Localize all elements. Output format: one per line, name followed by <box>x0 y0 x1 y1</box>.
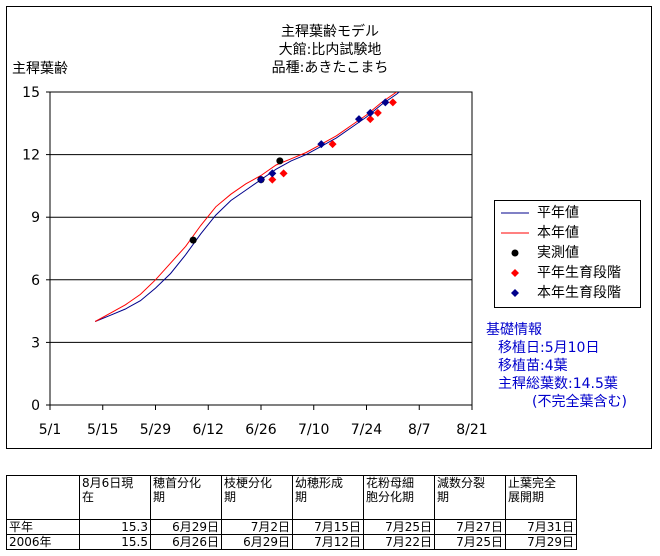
basic-info: 基礎情報 移植日:5月10日 移植苗:4葉 主稈総葉数:14.5葉 (不完全葉含… <box>486 321 627 411</box>
header-line: 胞分化期 <box>366 490 415 504</box>
legend-label: 本年生育段階 <box>537 285 621 301</box>
table-cell: 7月15日 <box>292 519 364 535</box>
legend-line-icon <box>501 232 529 234</box>
header-line: 幼穂形成 <box>295 476 344 490</box>
data-point-measured <box>189 236 197 244</box>
x-tick-label: 5/15 <box>87 422 118 438</box>
row-label: 平年 <box>6 519 80 535</box>
info-line: (不完全葉含む) <box>532 394 627 410</box>
legend-item-current-line: 本年値 <box>495 224 640 242</box>
table-cell: 6月29日 <box>150 519 222 535</box>
table-cell: 7月2日 <box>221 519 293 535</box>
header-line: 期 <box>153 490 166 504</box>
legend-label: 本年値 <box>537 225 579 241</box>
row-label: 2006年 <box>6 534 80 550</box>
table-cell: 7月22日 <box>363 534 435 550</box>
y-tick-label: 12 <box>22 148 40 164</box>
data-point-stage-3 <box>268 175 277 184</box>
table-header-cell: 止葉完全 展開期 <box>505 475 577 520</box>
x-tick-label: 7/10 <box>298 422 329 438</box>
legend-label: 平年生育段階 <box>537 265 621 281</box>
table-cell: 6月29日 <box>221 534 293 550</box>
legend-dot-icon <box>511 249 519 257</box>
info-heading: 基礎情報 <box>486 322 542 338</box>
data-point-stage-3 <box>388 98 397 107</box>
legend-diamond-icon <box>511 289 519 297</box>
x-tick-label: 5/29 <box>140 422 171 438</box>
data-point-stage-4 <box>268 169 277 178</box>
x-tick-label: 5/1 <box>39 422 62 438</box>
header-line: 在 <box>82 490 95 504</box>
legend-line-icon <box>501 212 529 214</box>
header-line: 減数分裂 <box>437 476 486 490</box>
header-line: 展開期 <box>508 490 545 504</box>
table-cell: 7月25日 <box>363 519 435 535</box>
table-cell: 7月31日 <box>505 519 577 535</box>
data-point-stage-3 <box>279 169 288 178</box>
table-cell: 6月26日 <box>150 534 222 550</box>
data-point-stage-3 <box>366 115 375 124</box>
data-point-stage-4 <box>366 108 375 117</box>
table-header-cell: 8月6日現在 <box>79 475 151 520</box>
plot-area <box>49 91 473 406</box>
header-line: 花粉母細 <box>366 476 415 490</box>
info-line: 移植苗:4葉 <box>498 358 568 374</box>
y-tick-label: 6 <box>31 273 40 289</box>
table-header-cell: 穂首分化期 <box>150 475 222 520</box>
table-cell: 15.3 <box>79 519 151 535</box>
x-tick-label: 6/12 <box>193 422 224 438</box>
data-point-stage-3 <box>328 140 337 149</box>
header-line: 穂首分化 <box>153 476 202 490</box>
x-tick-label: 8/7 <box>408 422 431 438</box>
legend-label: 実測値 <box>537 245 579 261</box>
x-tick-label: 8/21 <box>456 422 487 438</box>
x-tick-label: 6/26 <box>245 422 277 438</box>
data-point-stage-4 <box>381 98 390 107</box>
table-cell: 7月29日 <box>505 534 577 550</box>
chart-title-line3: 品種:あきたこまち <box>271 60 389 76</box>
table-header-cell: 花粉母細 胞分化期 <box>363 475 435 520</box>
chart-title-line2: 大館:比内試験地 <box>278 42 382 58</box>
leaf-age-chart: 0 3 6 9 12 15 5/1 5/15 5/29 6/12 6/26 7/10 7/24 8/7 8/… <box>22 85 488 438</box>
header-line: 期 <box>295 490 308 504</box>
table-cell: 7月12日 <box>292 534 364 550</box>
legend-item-normal-stage: 平年生育段階 <box>495 264 640 282</box>
legend: 平年値 本年値 実測値 平年生育段階 本年生育段階 <box>494 200 641 308</box>
y-tick-label: 15 <box>22 85 40 101</box>
table-cell: 7月27日 <box>434 519 506 535</box>
table-header-cell: 枝梗分化期 <box>221 475 293 520</box>
data-point-stage-4 <box>317 140 326 149</box>
table-row: 平年 15.3 6月29日 7月2日 7月15日 7月25日 7月27日 7月3… <box>6 519 577 535</box>
table-cell: 15.5 <box>79 534 151 550</box>
info-line: 主稈総葉数:14.5葉 <box>498 376 618 392</box>
data-point-measured <box>276 157 284 165</box>
legend-item-current-stage: 本年生育段階 <box>495 284 640 302</box>
table-cell: 7月25日 <box>434 534 506 550</box>
growth-stage-table: 8月6日現在 穂首分化期 枝梗分化期 幼穂形成期 花粉母細 胞分化期 減数分裂期 … <box>6 475 577 550</box>
legend-label: 平年値 <box>537 205 579 221</box>
legend-diamond-icon <box>511 269 519 277</box>
data-point-stage-4 <box>354 115 363 124</box>
header-line: 枝梗分化 <box>224 476 273 490</box>
info-line: 移植日:5月10日 <box>498 340 600 356</box>
header-line: 止葉完全 <box>508 476 557 490</box>
legend-item-normal-line: 平年値 <box>495 204 640 222</box>
table-header-cell: 幼穂形成期 <box>292 475 364 520</box>
header-line: 8月6日現 <box>82 476 134 490</box>
table-header-cell <box>6 475 80 520</box>
table-header-row: 8月6日現在 穂首分化期 枝梗分化期 幼穂形成期 花粉母細 胞分化期 減数分裂期 … <box>6 475 577 520</box>
table-row: 2006年 15.5 6月26日 6月29日 7月12日 7月22日 7月25日… <box>6 534 577 550</box>
y-axis-label: 主稈葉齢 <box>12 61 68 77</box>
y-tick-label: 3 <box>31 335 40 351</box>
legend-item-measured: 実測値 <box>495 244 640 262</box>
data-point-stage-4 <box>257 175 265 184</box>
table-header-cell: 減数分裂期 <box>434 475 506 520</box>
y-tick-label: 9 <box>31 210 40 226</box>
header-line: 期 <box>224 490 237 504</box>
data-point-stage-3 <box>373 108 382 117</box>
header-line: 期 <box>437 490 450 504</box>
x-tick-label: 7/24 <box>351 422 383 438</box>
y-tick-label: 0 <box>31 398 40 414</box>
chart-title-line1: 主稈葉齢モデル <box>281 24 379 40</box>
